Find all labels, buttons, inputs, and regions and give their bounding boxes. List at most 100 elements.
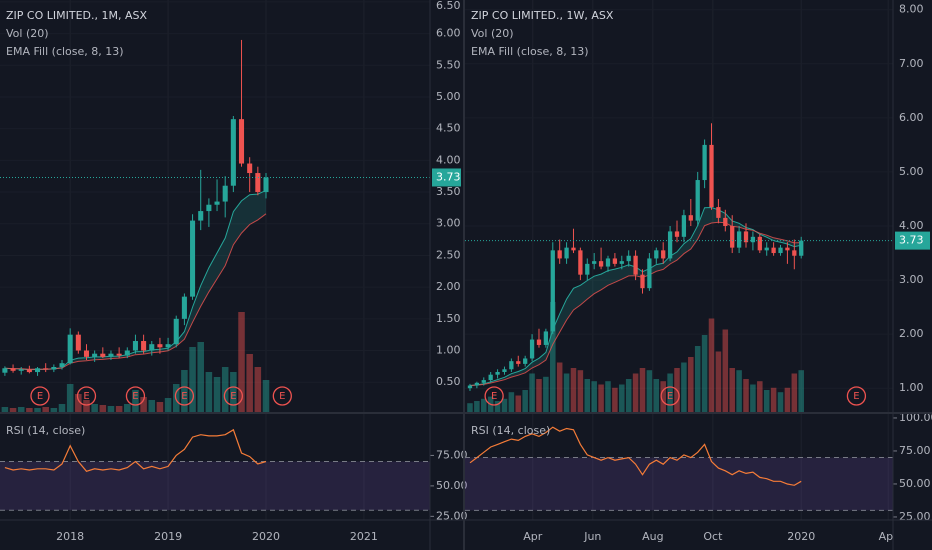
earnings-marker: [660, 386, 680, 406]
volume-bar: [494, 401, 501, 412]
candle-body: [661, 250, 666, 259]
candle-body: [149, 344, 155, 351]
volume-bar: [770, 387, 777, 412]
candle-body: [238, 119, 245, 164]
rsi-tick-label: 100.00: [899, 411, 932, 424]
volume-bar: [688, 357, 694, 412]
candle-body: [792, 250, 797, 256]
candle-body: [743, 231, 749, 243]
volume-bar: [715, 351, 722, 412]
candle-body: [474, 382, 480, 386]
volume-bar: [508, 392, 515, 412]
volume-bar: [58, 404, 66, 412]
volume-bar: [736, 370, 742, 412]
volume-bar: [124, 404, 131, 412]
volume-bar: [577, 370, 584, 412]
volume-bar: [481, 398, 487, 412]
rsi-tick-label: 75.00: [899, 444, 931, 457]
volume-bar: [570, 368, 577, 412]
candle-body: [18, 369, 24, 371]
volume-bar: [556, 362, 563, 412]
candle-body: [736, 231, 742, 248]
y-tick-label: 6.00: [899, 111, 924, 124]
candle-body: [247, 163, 253, 174]
earnings-marker: [174, 386, 195, 406]
volume-bar: [156, 402, 164, 412]
volume-bar: [701, 335, 708, 412]
candle-body: [59, 363, 65, 367]
volume-bar: [660, 381, 666, 412]
volume-bar: [42, 407, 49, 412]
volume-bar: [667, 373, 673, 412]
candle-body: [764, 247, 769, 251]
candle-body: [214, 201, 220, 205]
volume-bar: [467, 403, 473, 412]
candle-body: [605, 258, 611, 267]
candle-body: [132, 341, 138, 351]
candle-body: [654, 250, 659, 259]
candle-body: [222, 185, 228, 202]
volume-bar: [632, 373, 639, 412]
candle-body: [165, 344, 171, 348]
chart-title: ZIP CO LIMITED., 1W, ASX: [471, 9, 614, 22]
volume-bar: [99, 405, 107, 412]
candle-body: [141, 341, 147, 351]
volume-bar: [694, 346, 701, 412]
candle-body: [536, 339, 542, 345]
volume-bar: [189, 347, 196, 412]
volume-bar: [474, 401, 480, 412]
indicator-label: EMA Fill (close, 8, 13): [471, 45, 589, 58]
earnings-marker: [846, 386, 867, 406]
candle-body: [173, 318, 179, 345]
y-tick-label: 1.00: [899, 381, 924, 394]
last-price-tag: [895, 231, 930, 250]
x-tick-label: 2020: [787, 530, 815, 543]
candle-body: [647, 258, 652, 289]
candle-body: [529, 339, 535, 359]
volume-bar: [598, 384, 604, 412]
volume-bar: [66, 384, 74, 412]
volume-bar: [763, 390, 770, 412]
candle-body: [619, 261, 624, 264]
y-tick-label: 2.00: [436, 280, 461, 293]
volume-bar: [625, 379, 632, 412]
candle-body: [750, 236, 756, 243]
last-price-label: 3.73: [436, 170, 461, 183]
volume-bar: [757, 381, 763, 412]
volume-bar: [591, 381, 597, 412]
candle-body: [688, 215, 693, 221]
volume-bar: [254, 367, 262, 412]
candle-body: [92, 353, 98, 357]
volume-bar: [75, 394, 82, 412]
earnings-marker: [76, 386, 97, 406]
y-tick-label: 5.00: [436, 90, 461, 103]
candle-body: [585, 263, 590, 275]
volume-bar: [612, 387, 618, 412]
ema-line: [4, 213, 267, 370]
ema-fill: [4, 190, 267, 370]
volume-bar: [148, 400, 156, 412]
earnings-label: E: [37, 391, 43, 402]
volume-bar: [50, 408, 58, 412]
volume-bar: [708, 318, 715, 412]
earnings-label: E: [279, 391, 285, 402]
volume-bar: [115, 406, 123, 412]
earnings-label: E: [491, 391, 497, 402]
candle-body: [108, 353, 114, 357]
rsi-tick-label: 75.00: [436, 448, 468, 461]
earnings-label: E: [181, 391, 187, 402]
x-tick-label: 2020: [252, 530, 280, 543]
volume-bar: [584, 379, 591, 412]
candle-body: [550, 250, 555, 332]
candle-body: [255, 173, 261, 193]
rsi-line: [469, 426, 802, 486]
earnings-marker: [223, 386, 244, 406]
candle-body: [730, 226, 735, 248]
volume-bar: [221, 367, 229, 412]
candle-body: [771, 247, 776, 254]
candle-body: [571, 247, 576, 251]
candle-body: [785, 247, 790, 251]
volume-bar: [1, 407, 9, 412]
